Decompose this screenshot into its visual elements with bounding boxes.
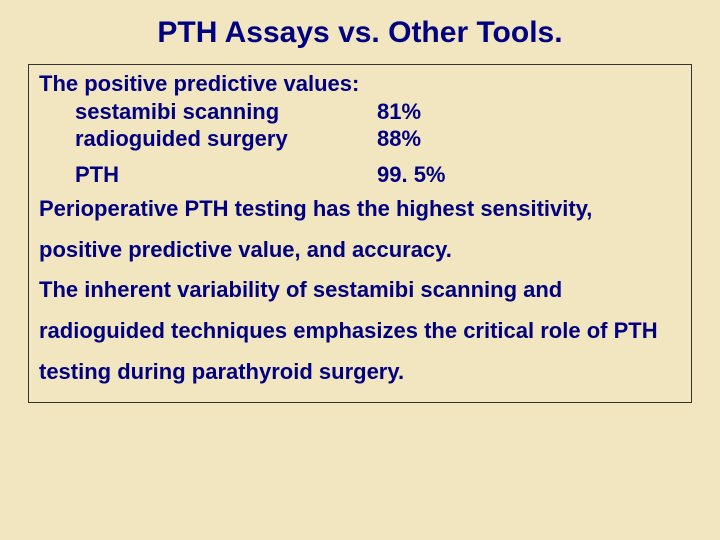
ppv-heading: The positive predictive values:: [39, 71, 681, 97]
ppv-row: PTH 99. 5%: [39, 162, 681, 188]
ppv-row: sestamibi scanning 81%: [39, 99, 681, 125]
paragraph: Perioperative PTH testing has the highes…: [39, 189, 681, 270]
ppv-row: radioguided surgery 88%: [39, 126, 681, 152]
ppv-value: 99. 5%: [377, 162, 446, 188]
ppv-method: radioguided surgery: [39, 126, 377, 152]
paragraph: The inherent variability of sestamibi sc…: [39, 270, 681, 392]
slide-title: PTH Assays vs. Other Tools.: [28, 16, 692, 50]
ppv-method: sestamibi scanning: [39, 99, 377, 125]
ppv-value: 81%: [377, 99, 421, 125]
content-box: The positive predictive values: sestamib…: [28, 64, 692, 403]
row-gap: [39, 153, 681, 161]
slide: PTH Assays vs. Other Tools. The positive…: [0, 0, 720, 540]
ppv-method: PTH: [39, 162, 377, 188]
ppv-value: 88%: [377, 126, 421, 152]
